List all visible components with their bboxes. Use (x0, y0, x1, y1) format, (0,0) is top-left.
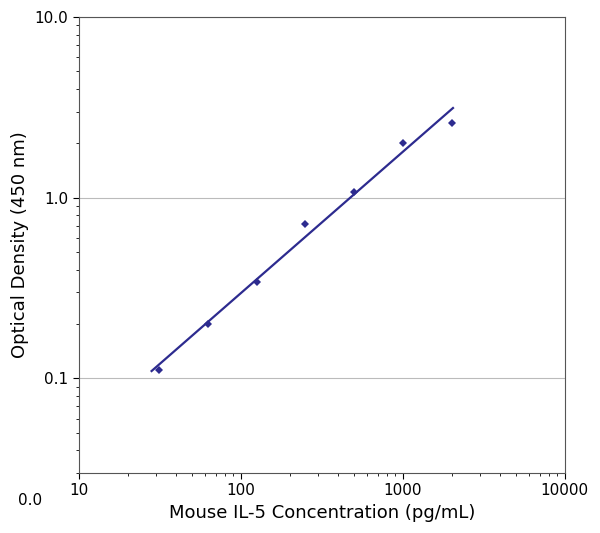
Text: 0.0: 0.0 (18, 494, 43, 508)
X-axis label: Mouse IL-5 Concentration (pg/mL): Mouse IL-5 Concentration (pg/mL) (169, 504, 475, 522)
Y-axis label: Optical Density (450 nm): Optical Density (450 nm) (11, 132, 29, 358)
